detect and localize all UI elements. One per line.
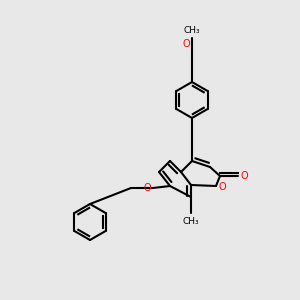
Text: CH₃: CH₃ bbox=[183, 217, 199, 226]
Text: O: O bbox=[183, 39, 190, 49]
Text: CH₃: CH₃ bbox=[184, 26, 200, 35]
Text: O: O bbox=[240, 171, 248, 181]
Text: O: O bbox=[144, 183, 152, 193]
Text: O: O bbox=[218, 182, 226, 192]
